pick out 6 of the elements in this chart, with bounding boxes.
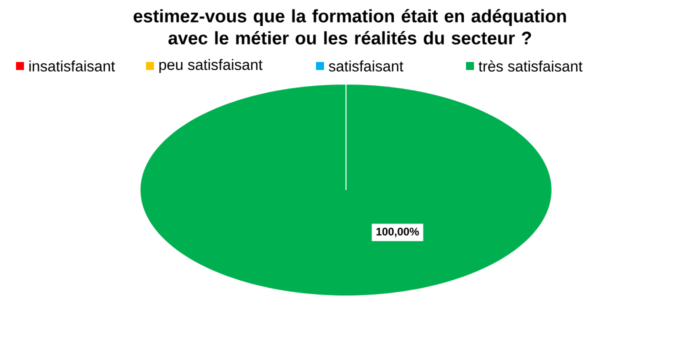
data-label: 100,00% xyxy=(376,228,419,238)
legend-label: très satisfaisant xyxy=(478,60,582,72)
legend-label: peu satisfaisant xyxy=(159,59,262,73)
chart-title: estimez-vous que la formation était en adéquation avec le métier ou les réalités du secteur ? xyxy=(134,9,566,44)
legend-label: insatisfaisant xyxy=(29,60,115,72)
legend-label: satisfaisant xyxy=(328,60,404,72)
